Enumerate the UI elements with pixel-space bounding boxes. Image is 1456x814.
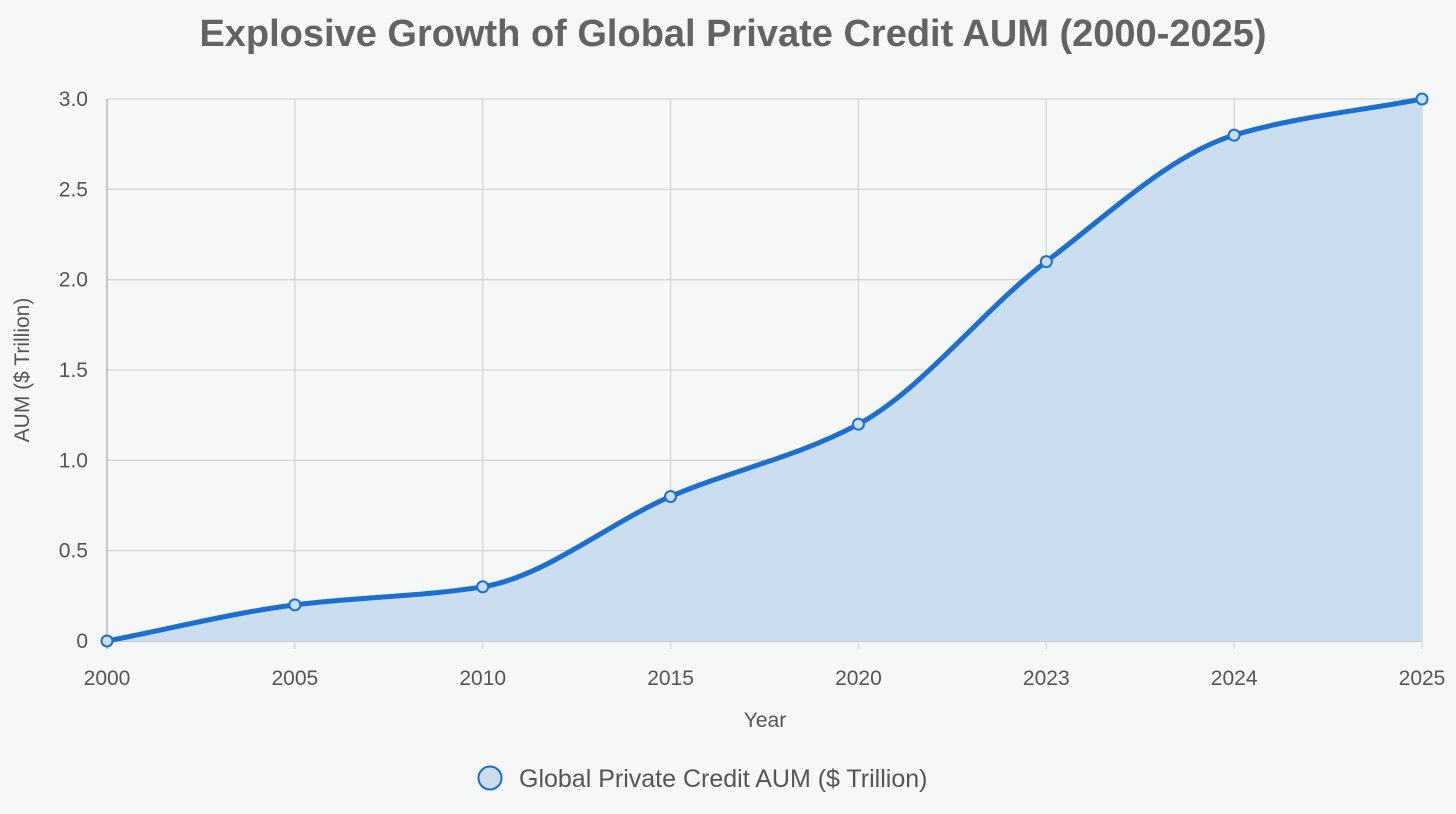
y-tick-label: 3.0 xyxy=(59,88,88,111)
data-point xyxy=(851,417,865,431)
data-point xyxy=(288,598,302,612)
data-point xyxy=(476,580,490,594)
x-axis-title: Year xyxy=(744,709,786,732)
data-point xyxy=(100,634,114,648)
legend-label: Global Private Credit AUM ($ Trillion) xyxy=(519,765,927,793)
y-tick-label: 0 xyxy=(76,630,88,653)
x-tick-label: 2020 xyxy=(835,667,882,690)
y-axis-ticks: 0 0.5 1.0 1.5 2.0 2.5 3.0 xyxy=(59,88,88,653)
x-tick-label: 2000 xyxy=(84,667,131,690)
x-axis-ticks: 2000 2005 2010 2015 2020 2023 2024 2025 xyxy=(84,667,1446,690)
x-tick-label: 2024 xyxy=(1211,667,1258,690)
series-line xyxy=(104,96,1425,644)
x-tick-label: 2023 xyxy=(1023,667,1070,690)
legend-marker xyxy=(477,765,503,791)
data-point xyxy=(1415,92,1429,106)
data-point xyxy=(1227,128,1241,142)
y-tick-label: 2.5 xyxy=(59,178,88,201)
series-area-fill xyxy=(107,99,1422,641)
y-tick-label: 1.5 xyxy=(59,359,88,382)
x-tick-label: 2005 xyxy=(271,667,318,690)
y-tick-label: 0.5 xyxy=(59,540,88,563)
data-point xyxy=(1039,255,1053,269)
y-tick-label: 1.0 xyxy=(59,449,88,472)
y-axis-title: AUM ($ Trillion) xyxy=(11,298,34,443)
data-point xyxy=(664,489,678,503)
x-tick-label: 2025 xyxy=(1399,667,1446,690)
y-tick-label: 2.0 xyxy=(59,269,88,292)
x-tick-label: 2015 xyxy=(647,667,694,690)
data-points xyxy=(100,92,1429,648)
x-tick-label: 2010 xyxy=(459,667,506,690)
legend[interactable]: Global Private Credit AUM ($ Trillion) xyxy=(477,765,928,793)
chart-title: Explosive Growth of Global Private Credi… xyxy=(199,13,1266,55)
